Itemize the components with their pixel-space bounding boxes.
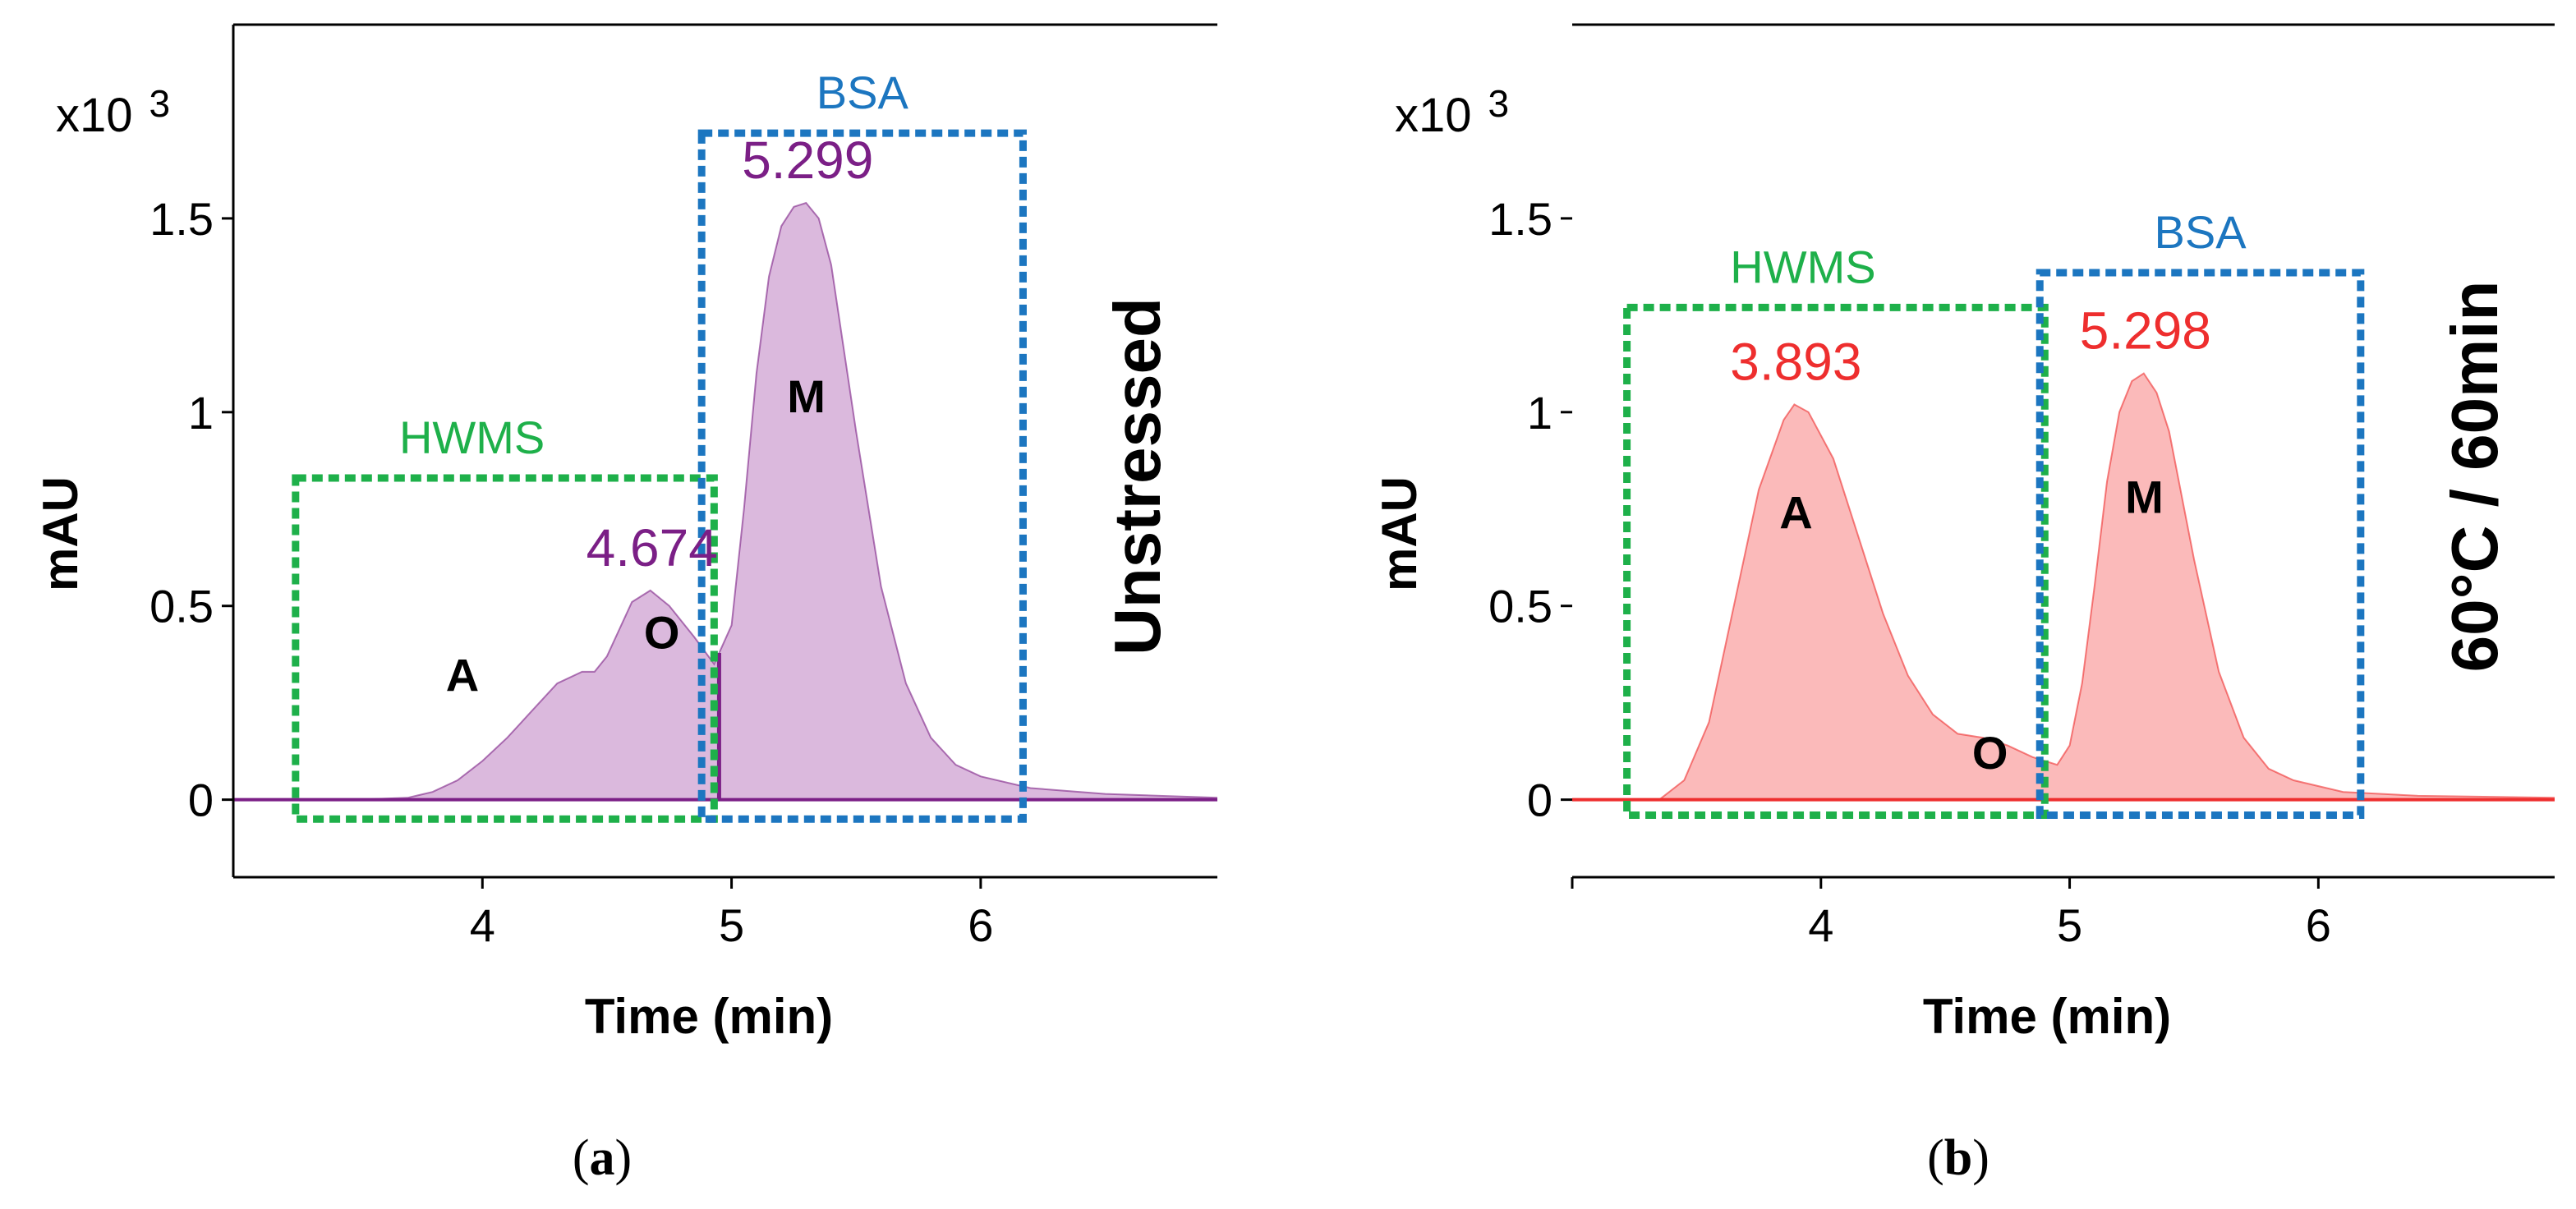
panel-b-annotation-o: O: [1972, 727, 2008, 779]
panel-b-chart: 0 0.5 1 1.5 4 5 6 x10 3 Time (min) mAU HWMS BSA 3.893…: [1372, 23, 2555, 1044]
panel-b-label: (b): [1927, 1130, 1990, 1186]
panel-a-series-area-0: [233, 203, 1217, 800]
panel-b-series-area-0: [1572, 373, 2555, 800]
panel-a-x-tick-label-1: 5: [719, 899, 744, 951]
panel-b-condition-label: 60°C / 60min: [2438, 281, 2511, 673]
panel-b-y-multiplier-base: x10: [1395, 89, 1472, 142]
panel-a-x-tick-label-0: 4: [470, 899, 495, 951]
panel-a-peak-rt-label-1: 5.299: [742, 131, 873, 190]
panel-a-annotation-m: M: [787, 370, 826, 422]
panel-b-peak-rt-label-1: 5.298: [2080, 301, 2211, 361]
panel-b-y-tick-label-2: 1: [1527, 387, 1552, 439]
panel-a-box-label-hwms: HWMS: [399, 411, 545, 463]
panel-a-chart: 0 0.5 1 1.5 4 5 6 x10 3 Time (min) mAU HWMS BSA 4.674…: [33, 23, 1218, 1044]
panel-a-y-tick-label-1: 0.5: [150, 581, 214, 632]
panel-a-y-tick-label-0: 0: [188, 775, 214, 826]
panel-a-peak-rt-label-0: 4.674: [586, 518, 718, 577]
panel-b-annotation-m: M: [2125, 471, 2164, 522]
panel-b-y-axis-title: mAU: [1372, 476, 1427, 591]
panel-b-y-tick-label-0: 0: [1527, 775, 1552, 826]
panel-b-x-tick-label-2: 6: [2306, 899, 2331, 951]
panel-b-x-tick-label-0: 4: [1808, 899, 1833, 951]
panel-a-annotation-a: A: [446, 650, 479, 701]
panel-b-x-tick-label-1: 5: [2057, 899, 2082, 951]
panel-a-y-multiplier-base: x10: [56, 89, 133, 142]
panel-b-annotation-a: A: [1779, 486, 1812, 538]
panel-b-box-label-hwms: HWMS: [1730, 241, 1875, 292]
panel-a-condition-label: Unstressed: [1101, 297, 1174, 655]
panel-a-box-label-bsa: BSA: [816, 67, 909, 118]
panel-a-label: (a): [573, 1130, 632, 1186]
panel-b-y-tick-label-1: 0.5: [1488, 581, 1552, 632]
panel-a-box-hwms: [292, 474, 718, 823]
panel-b-y-tick-label-3: 1.5: [1488, 193, 1552, 245]
panel-a-y-multiplier-exp: 3: [150, 82, 171, 125]
panel-a-y-axis-title: mAU: [33, 476, 88, 591]
panel-b-box-hwms: [1623, 303, 2049, 820]
panel-b-x-axis-title: Time (min): [1923, 989, 2171, 1044]
panel-a-y-tick-label-2: 1: [188, 387, 214, 439]
panel-a-series-line-0: [233, 201, 1218, 801]
panel-b-y-multiplier: x10 3: [1395, 82, 1509, 142]
panel-b-y-multiplier-exp: 3: [1488, 82, 1510, 125]
panel-a-box-bsa: [697, 129, 1027, 823]
panel-a-y-multiplier: x10 3: [56, 82, 170, 142]
panel-b-peak-rt-label-0: 3.893: [1730, 332, 1861, 391]
panel-a-y-tick-label-3: 1.5: [150, 193, 214, 245]
panel-b-box-bsa: [2036, 269, 2365, 820]
panel-a-x-tick-label-2: 6: [968, 899, 993, 951]
panel-a-annotation-o: O: [644, 607, 680, 659]
panel-a-x-axis-title: Time (min): [585, 989, 833, 1044]
panel-b-box-label-bsa: BSA: [2155, 206, 2247, 258]
